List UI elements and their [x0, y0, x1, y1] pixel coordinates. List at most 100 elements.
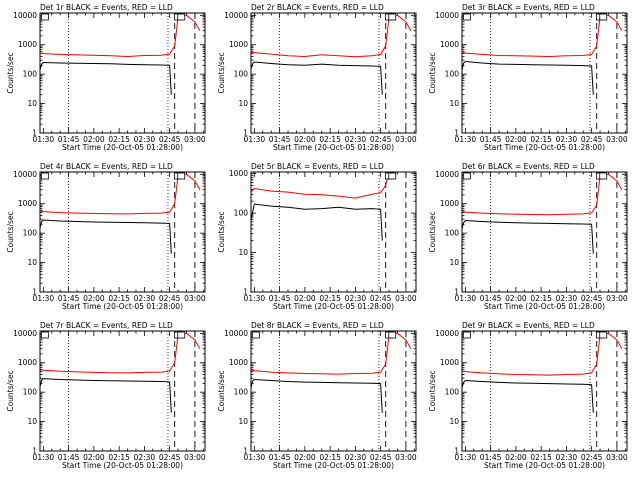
marker-box [40, 13, 49, 21]
y-tick-label: 1 [243, 447, 248, 456]
detector-panel: Det 7r BLACK = Events, RED = LLD 1 10 100 10… [6, 321, 206, 470]
x-tick-label: 02:00 [83, 135, 105, 144]
x-tick-label: 02:30 [134, 294, 156, 303]
y-tick-label: 10000 [435, 170, 459, 179]
marker-box [177, 172, 186, 180]
x-tick-label: 01:30 [455, 135, 477, 144]
plot-area [40, 331, 201, 451]
plot-area [251, 13, 412, 133]
y-tick-label: 100 [445, 70, 460, 79]
lld-rate-line [251, 14, 412, 58]
plot-frame [461, 12, 628, 134]
plot-area [251, 172, 407, 292]
x-tick-label: 02:45 [159, 453, 181, 462]
lld-rate-line [462, 14, 623, 58]
y-tick-label: 100 [234, 388, 249, 397]
x-tick-label: 01:30 [455, 294, 477, 303]
y-tick-label: 10 [449, 99, 459, 108]
y-tick-label: 100 [234, 209, 249, 218]
events-rate-line [251, 203, 383, 241]
plot-frame [250, 12, 417, 134]
detector-panel: Det 1r BLACK = Events, RED = LLD 1 10 100 10… [6, 3, 206, 152]
panel-title: Det 5r BLACK = Events, RED = LLD [251, 162, 384, 171]
x-tick-label: 02:30 [556, 453, 578, 462]
x-tick-label: 02:00 [83, 294, 105, 303]
y-tick-label: 1000 [229, 169, 248, 178]
plot-frame [461, 171, 628, 293]
y-tick-label: 10 [27, 417, 37, 426]
y-tick-label: 100 [234, 70, 249, 79]
marker-box [40, 331, 49, 339]
x-axis-label: Start Time (20-Oct-05 01:28:00) [484, 461, 605, 470]
y-tick-label: 10 [238, 417, 248, 426]
x-axis-label: Start Time (20-Oct-05 01:28:00) [62, 143, 183, 152]
detector-panel: Det 2r BLACK = Events, RED = LLD 1 10 100 10… [217, 3, 417, 152]
lld-rate-line [462, 173, 623, 216]
x-tick-label: 01:45 [269, 453, 291, 462]
panel-title: Det 4r BLACK = Events, RED = LLD [40, 162, 173, 171]
events-rate-line [462, 60, 594, 95]
y-tick-label: 1000 [18, 358, 37, 367]
x-tick-label: 01:45 [58, 453, 80, 462]
detector-panel: Det 5r BLACK = Events, RED = LLD 1 10 100 10… [217, 162, 417, 311]
x-tick-label: 02:30 [134, 453, 156, 462]
x-tick-label: 01:45 [58, 135, 80, 144]
events-rate-line [40, 378, 172, 413]
plot-frame [39, 12, 206, 134]
marker-box [462, 331, 471, 339]
x-tick-label: 03:00 [606, 453, 628, 462]
x-tick-label: 01:30 [33, 135, 55, 144]
y-tick-label: 1000 [229, 358, 248, 367]
detector-panel: Det 9r BLACK = Events, RED = LLD 1 10 100 10… [428, 321, 628, 470]
x-tick-label: 02:30 [134, 135, 156, 144]
x-tick-label: 01:30 [33, 453, 55, 462]
x-tick-label: 03:00 [184, 135, 206, 144]
marker-box [177, 331, 186, 339]
x-tick-label: 01:30 [244, 294, 266, 303]
y-tick-label: 1 [243, 129, 248, 138]
events-rate-line [462, 219, 594, 254]
marker-box [388, 13, 397, 21]
y-tick-label: 10 [449, 258, 459, 267]
y-tick-label: 10000 [13, 329, 37, 338]
panel-title: Det 7r BLACK = Events, RED = LLD [40, 321, 173, 330]
y-axis-label: Counts/sec [6, 211, 15, 252]
y-tick-label: 1 [32, 129, 37, 138]
x-tick-label: 01:45 [480, 135, 502, 144]
y-tick-label: 100 [23, 388, 38, 397]
panel-title: Det 8r BLACK = Events, RED = LLD [251, 321, 384, 330]
y-axis-label: Counts/sec [6, 370, 15, 411]
x-axis-label: Start Time (20-Oct-05 01:28:00) [273, 461, 394, 470]
plot-frame [39, 171, 206, 293]
x-tick-label: 02:15 [319, 294, 341, 303]
x-tick-label: 01:30 [33, 294, 55, 303]
x-tick-label: 02:45 [159, 135, 181, 144]
x-tick-label: 02:45 [370, 453, 392, 462]
detector-panel: Det 8r BLACK = Events, RED = LLD 1 10 100 10… [217, 321, 417, 470]
y-tick-label: 1 [454, 447, 459, 456]
x-tick-label: 02:00 [505, 294, 527, 303]
y-tick-label: 1 [32, 447, 37, 456]
x-tick-label: 03:00 [606, 294, 628, 303]
panel-title: Det 9r BLACK = Events, RED = LLD [462, 321, 595, 330]
marker-box [599, 331, 608, 339]
y-tick-label: 1000 [229, 40, 248, 49]
x-tick-label: 03:00 [395, 453, 417, 462]
y-tick-label: 10 [449, 417, 459, 426]
plot-frame [250, 171, 417, 293]
x-tick-label: 01:45 [480, 453, 502, 462]
y-tick-label: 10000 [435, 329, 459, 338]
x-axis-label: Start Time (20-Oct-05 01:28:00) [273, 302, 394, 311]
x-tick-label: 01:45 [269, 294, 291, 303]
x-tick-label: 01:30 [244, 453, 266, 462]
x-tick-label: 02:15 [108, 135, 130, 144]
x-tick-label: 02:45 [159, 294, 181, 303]
x-tick-label: 03:00 [606, 135, 628, 144]
panel-title: Det 6r BLACK = Events, RED = LLD [462, 162, 595, 171]
x-tick-label: 02:00 [294, 294, 316, 303]
y-tick-label: 100 [445, 229, 460, 238]
y-tick-label: 10 [27, 99, 37, 108]
detector-panel: Det 6r BLACK = Events, RED = LLD 1 10 100 10… [428, 162, 628, 311]
plot-area [462, 331, 623, 451]
x-tick-label: 01:45 [480, 294, 502, 303]
